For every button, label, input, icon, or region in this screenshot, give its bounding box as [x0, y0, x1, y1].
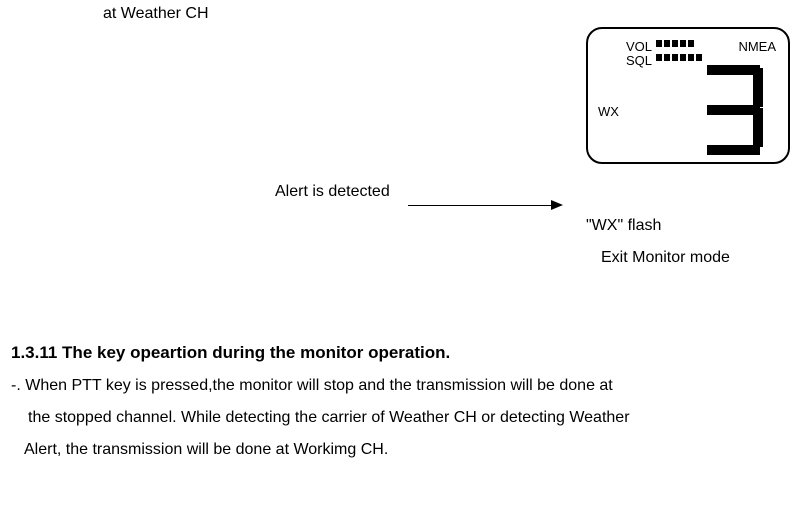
top-label: at Weather CH [103, 5, 209, 23]
alert-detected-text: Alert is detected [275, 183, 390, 201]
vol-bargraph [656, 40, 694, 47]
display-box: VOL SQL NMEA WX [586, 27, 790, 164]
sql-bargraph [656, 54, 702, 61]
seven-segment-digit [704, 65, 763, 155]
exit-monitor-text: Exit Monitor mode [601, 249, 730, 267]
arrow-line [408, 205, 551, 206]
sql-label: SQL [626, 53, 652, 68]
section-line-2: the stopped channel. While detecting the… [28, 409, 630, 427]
wx-label: WX [598, 104, 619, 119]
wx-flash-text: "WX" flash [586, 217, 661, 235]
vol-label: VOL [626, 39, 652, 54]
section-line-1: -. When PTT key is pressed,the monitor w… [11, 377, 613, 395]
section-heading: 1.3.11 The key opeartion during the moni… [11, 343, 450, 363]
section-line-3: Alert, the transmission will be done at … [24, 441, 388, 459]
nmea-label: NMEA [738, 39, 776, 54]
arrow-head-icon [551, 200, 563, 210]
